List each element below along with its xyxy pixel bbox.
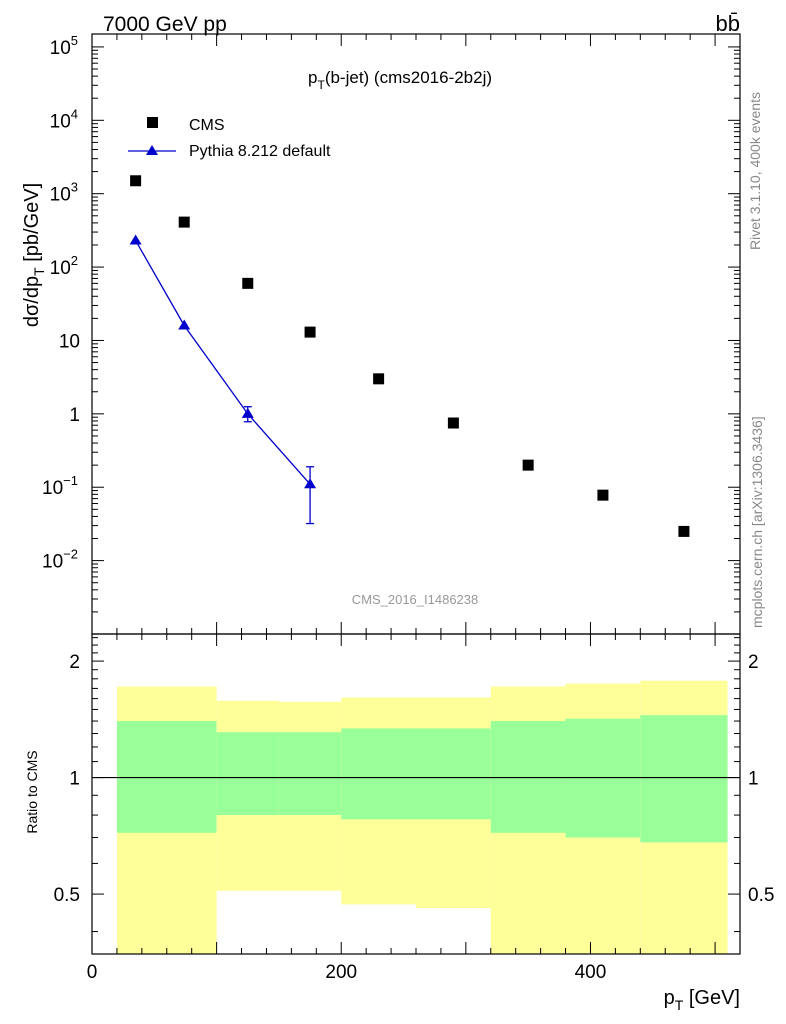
pythia-point xyxy=(304,478,317,489)
y-tick-label: 1 xyxy=(69,405,80,426)
ratio-uncertainty-bands xyxy=(116,680,728,954)
cms-series xyxy=(130,175,690,537)
pythia-point xyxy=(178,319,191,330)
cms-point xyxy=(304,326,316,338)
x-tick-label: 400 xyxy=(575,962,607,983)
x-tick-label: 0 xyxy=(87,962,98,983)
y-tick-label: 105 xyxy=(50,33,78,59)
ratio-inner-band xyxy=(216,732,279,816)
y-tick-label: 10−2 xyxy=(42,547,78,573)
ratio-y-tick-label-right: 2 xyxy=(748,652,759,673)
ratio-inner-band xyxy=(116,721,217,833)
y-tick-label: 10−1 xyxy=(42,473,78,499)
legend-cms-marker xyxy=(147,117,158,128)
x-tick-labels: 0 200 400 xyxy=(87,962,607,983)
ratio-inner-band xyxy=(416,728,491,820)
cms-point xyxy=(130,175,142,187)
cms-point xyxy=(522,459,534,471)
process-label: bb̄ xyxy=(716,11,740,36)
x-tick-label: 200 xyxy=(325,962,357,983)
y-tick-label: 104 xyxy=(50,106,78,132)
ratio-inner-band xyxy=(490,721,566,833)
plot-title: pT(b-jet) (cms2016-2b2j) xyxy=(308,68,492,92)
main-y-axis-title: dσ/dpT [pb/GeV] xyxy=(21,183,47,327)
ratio-y-tick-label-left: 2 xyxy=(69,652,80,673)
ratio-y-axis-title: Ratio to CMS xyxy=(24,750,40,833)
cms-point xyxy=(178,216,190,228)
ratio-axis-ticks xyxy=(91,634,741,954)
rivet-version-label: Rivet 3.1.10, 400k events xyxy=(747,92,763,250)
pythia-series xyxy=(129,234,317,525)
analysis-watermark: CMS_2016_I1486238 xyxy=(352,592,479,607)
cms-point xyxy=(447,417,459,429)
ratio-y-tick-labels: 0.5 0.5 1 1 2 2 xyxy=(54,652,775,906)
cms-point xyxy=(242,277,254,289)
ratio-panel: 0.5 0.5 1 1 2 2 0 200 400 xyxy=(54,633,775,983)
y-tick-label: 102 xyxy=(50,253,78,279)
main-axis-ticks xyxy=(91,34,741,635)
pythia-line xyxy=(135,240,311,485)
pythia-point xyxy=(129,234,142,245)
ratio-y-tick-label-right: 0.5 xyxy=(748,885,774,906)
pythia-point xyxy=(241,407,254,418)
legend-pythia-marker xyxy=(146,145,158,155)
y-tick-label: 103 xyxy=(50,180,78,206)
cms-point xyxy=(373,373,385,385)
mcplots-source-label: mcplots.cern.ch [arXiv:1306.3436] xyxy=(749,416,765,628)
ratio-y-tick-label-left: 0.5 xyxy=(54,885,80,906)
energy-label: 7000 GeV pp xyxy=(103,13,227,36)
ratio-inner-band xyxy=(640,715,728,843)
ratio-inner-band xyxy=(341,728,416,820)
legend: CMS Pythia 8.212 default xyxy=(128,117,331,160)
legend-pythia-label: Pythia 8.212 default xyxy=(189,143,331,160)
x-axis-title: pT [GeV] xyxy=(664,987,740,1013)
cms-point xyxy=(678,525,690,537)
cms-point xyxy=(597,489,609,501)
legend-cms-label: CMS xyxy=(189,117,225,134)
ratio-y-tick-label-right: 1 xyxy=(748,769,759,790)
y-tick-label: 10 xyxy=(59,331,80,352)
ratio-inner-band xyxy=(278,732,342,816)
ratio-y-tick-label-left: 1 xyxy=(69,769,80,790)
